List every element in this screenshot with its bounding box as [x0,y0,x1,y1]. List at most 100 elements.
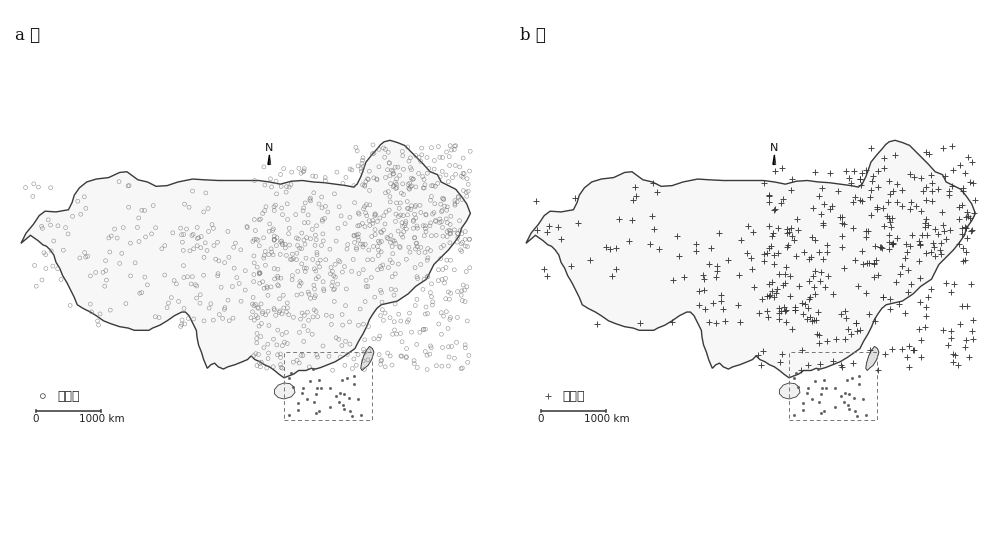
Point [434,275,450,284]
Point [307,291,323,300]
Point [800,383,816,392]
Point [800,361,816,370]
Point [814,383,830,392]
Point [439,206,455,214]
Point [846,393,862,402]
Point [269,190,285,198]
Point [220,296,236,305]
Point [296,337,312,346]
Point [432,218,448,227]
Point [448,170,464,179]
Point [906,346,922,355]
Point [834,212,850,221]
Point [246,352,262,360]
Point [355,240,371,249]
Point [947,350,963,359]
Point [300,326,316,335]
Point [102,306,118,315]
Point [269,341,285,349]
Point [764,232,780,241]
Point [336,262,352,271]
Point [457,343,473,352]
Point [308,172,324,181]
Point [314,215,330,224]
Point [417,248,433,257]
Point [456,285,472,294]
Point [794,346,810,355]
Point [933,239,949,248]
Point [246,215,262,224]
Point [389,198,405,207]
Point [173,322,189,331]
Point [317,202,333,210]
Point [811,247,827,256]
Point [394,352,410,361]
Point [285,254,301,263]
Point [324,282,340,290]
Point [789,215,805,224]
Point [439,227,455,236]
Point [380,234,396,243]
Point [147,312,163,321]
Point [876,153,892,162]
Point [373,356,389,365]
Point [361,246,377,255]
Point [405,175,421,183]
Point [840,325,856,333]
Point [834,232,850,241]
Point [102,247,118,256]
Point [315,236,331,245]
Point [433,243,449,252]
Point [408,182,424,191]
Point [923,247,939,256]
Point [864,176,880,185]
Point [903,279,919,288]
Point [838,314,854,322]
Point [46,236,62,245]
Point [868,256,884,264]
Point [855,395,871,403]
Point [256,163,272,171]
Point [418,210,434,219]
Point [407,210,423,219]
Point [305,312,321,321]
Point [911,257,927,266]
Point [206,241,222,250]
Point [266,232,282,241]
Point [604,271,620,280]
Point [273,274,289,283]
Point [220,227,236,236]
Point [250,236,266,245]
Point [935,143,951,152]
Point [338,301,354,310]
Point [801,295,817,304]
Point [211,256,227,265]
Point [400,180,416,189]
Point [867,317,883,326]
Point [847,193,863,202]
Point [294,290,310,299]
Point [279,304,295,312]
Point [266,202,282,211]
Point [539,272,555,281]
Point [200,204,216,213]
Point [355,180,371,189]
Point [182,246,198,255]
Point [244,300,260,309]
Point [296,236,312,245]
Point [442,141,458,150]
Point [882,190,898,198]
Text: 验证点: 验证点 [562,390,585,403]
Point [454,364,470,372]
Point [409,295,425,304]
Point [374,355,390,364]
Point [881,230,897,239]
Point [415,183,431,192]
Point [426,208,442,217]
Point [293,351,309,360]
Point [184,231,200,240]
Point [927,251,943,260]
Point [404,181,420,190]
Point [423,192,439,201]
Point [369,175,385,183]
